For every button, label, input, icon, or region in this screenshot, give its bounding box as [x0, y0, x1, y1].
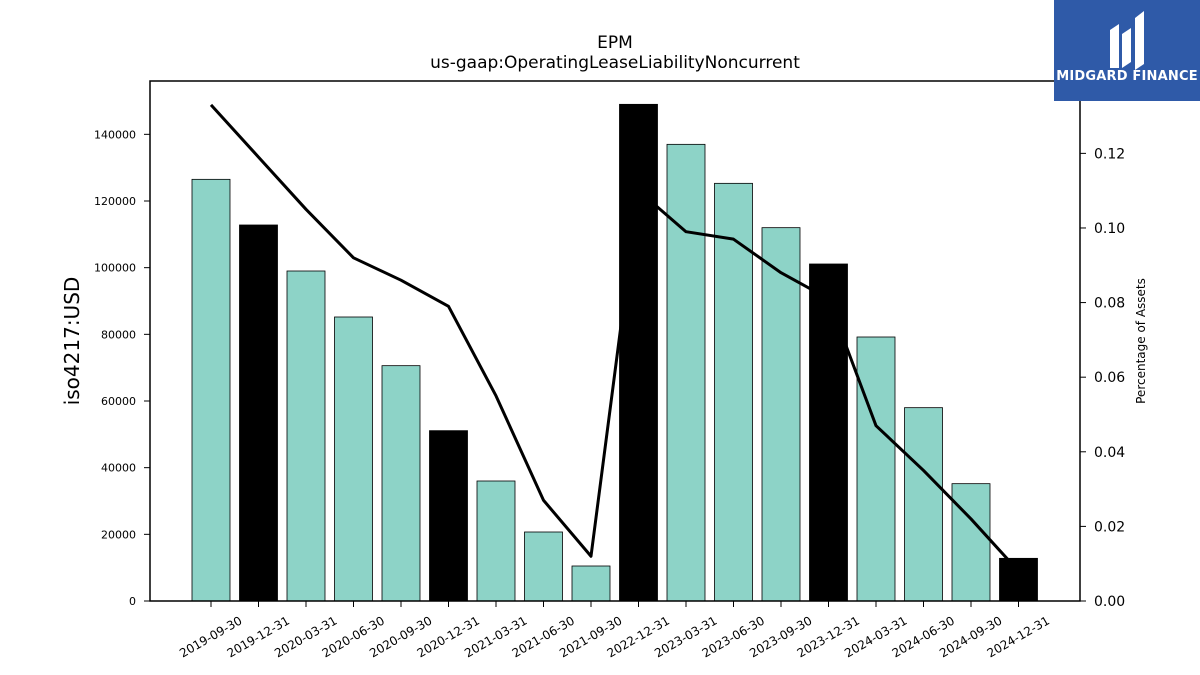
y2-tick-label: 0.12 — [1094, 146, 1125, 162]
percentage-line — [209, 103, 1020, 573]
bar-2020-09-30 — [381, 365, 421, 602]
bar-2019-12-31 — [239, 224, 278, 602]
bar-2024-09-30 — [951, 483, 991, 602]
bar-2024-03-31 — [856, 336, 896, 602]
bar-2024-12-31 — [999, 557, 1038, 602]
chart-subtitle: us-gaap:OperatingLeaseLiabilityNoncurren… — [430, 53, 800, 73]
y-tick-label: 60000 — [101, 395, 136, 408]
bar-2022-12-31 — [619, 103, 658, 602]
y2-tick-label: 0.02 — [1094, 519, 1125, 535]
bar-2021-06-30 — [524, 531, 563, 602]
y-tick-label: 120000 — [94, 195, 136, 208]
y-tick-label: 140000 — [94, 128, 136, 141]
chart-title: EPM — [597, 33, 633, 53]
y-axis-label: iso4217:USD — [60, 277, 84, 406]
y2-tick-label: 0.10 — [1094, 221, 1125, 237]
bar-2023-12-31 — [809, 263, 848, 602]
y-tick-label: 40000 — [101, 462, 136, 475]
y-tick-label: 0 — [129, 595, 136, 608]
bar-2020-12-31 — [429, 430, 468, 602]
bar-2021-03-31 — [476, 480, 516, 602]
y-tick-label: 20000 — [101, 528, 136, 541]
y2-tick-label: 0.06 — [1094, 370, 1125, 386]
y2-tick-label: 0.04 — [1094, 445, 1125, 461]
logo-text: MIDGARD FINANCE — [1056, 69, 1198, 84]
y-tick-label: 80000 — [101, 328, 136, 341]
y2-tick-label: 0.08 — [1094, 296, 1125, 312]
brand-logo: MIDGARD FINANCE — [1054, 0, 1200, 101]
bar-2023-09-30 — [761, 227, 801, 602]
line-group — [209, 103, 1020, 573]
bars-group — [191, 103, 1038, 602]
bar-2020-03-31 — [286, 270, 326, 602]
bar-2023-06-30 — [714, 182, 753, 602]
y2-axis-label: Percentage of Assets — [1134, 278, 1148, 404]
bar-2019-09-30 — [191, 178, 231, 602]
bar-2021-09-30 — [571, 565, 611, 602]
logo-mark-icon — [1110, 11, 1144, 70]
y-tick-label: 100000 — [94, 262, 136, 275]
bar-2024-06-30 — [904, 407, 943, 602]
y2-tick-label: 0.00 — [1094, 594, 1125, 610]
plot-frame — [149, 80, 1081, 602]
bar-2020-06-30 — [334, 316, 373, 602]
bar-2023-03-31 — [666, 143, 706, 602]
